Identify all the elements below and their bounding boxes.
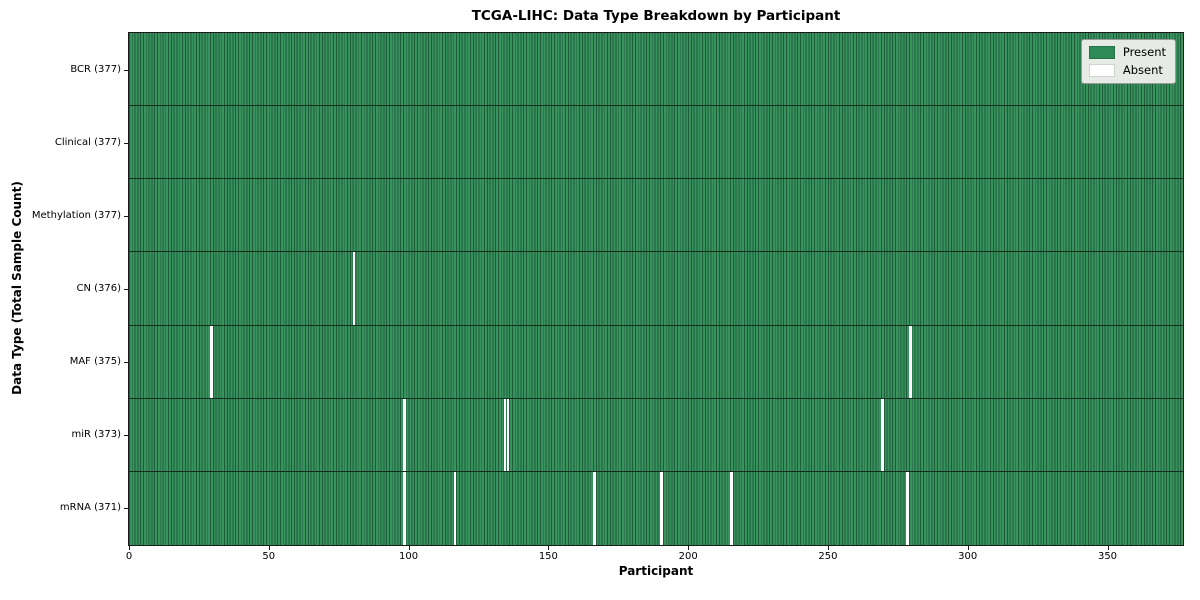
- y-tick-label: BCR (377): [70, 63, 121, 75]
- heatmap-row-cn: [129, 252, 1183, 326]
- x-tick-label: 200: [678, 551, 698, 562]
- heatmap-row-mrna: [129, 471, 1183, 545]
- heatmap-row-maf: [129, 325, 1183, 399]
- present-swatch: [1088, 46, 1115, 59]
- y-tick-label: Clinical (377): [54, 136, 121, 148]
- y-tick-label: mRNA (371): [59, 502, 121, 514]
- legend-label-present: Present: [1122, 45, 1166, 59]
- absent-cell: [506, 398, 509, 471]
- absent-cell: [403, 471, 406, 545]
- absent-swatch: [1088, 64, 1115, 77]
- x-tick: [268, 546, 270, 550]
- x-tick-label: 300: [958, 551, 978, 562]
- heatmap-row-bcr: [129, 33, 1183, 107]
- x-tick-label: 150: [538, 551, 558, 562]
- x-tick: [1107, 546, 1109, 550]
- x-tick: [129, 546, 130, 550]
- y-tick-label: miR (373): [71, 429, 121, 441]
- absent-cell: [503, 398, 507, 471]
- absent-cell: [909, 325, 912, 398]
- absent-cell: [660, 471, 663, 545]
- absent-cell: [730, 471, 733, 545]
- legend-label-absent: Absent: [1122, 63, 1163, 77]
- x-tick-label: 0: [125, 551, 133, 562]
- x-tick-label: 50: [262, 551, 276, 562]
- absent-cell: [210, 325, 213, 398]
- absent-cell: [906, 471, 909, 545]
- absent-cell: [352, 252, 356, 325]
- legend-item-present: Present: [1088, 45, 1166, 59]
- chart-title: TCGA-LIHC: Data Type Breakdown by Partic…: [471, 8, 841, 24]
- x-tick: [408, 546, 410, 550]
- absent-cell: [453, 471, 456, 545]
- x-tick: [548, 546, 550, 550]
- legend: Present Absent: [1080, 39, 1176, 84]
- y-axis-title: Data Type (Total Sample Count): [10, 181, 24, 395]
- x-tick-label: 250: [818, 551, 838, 562]
- absent-cell: [881, 398, 884, 471]
- x-tick-label: 100: [399, 551, 419, 562]
- x-tick-label: 350: [1097, 551, 1118, 562]
- absent-cell: [593, 471, 596, 545]
- legend-item-absent: Absent: [1088, 63, 1166, 77]
- x-tick: [827, 546, 829, 550]
- x-tick: [688, 546, 690, 550]
- heatmap-row-clinical: [129, 106, 1183, 180]
- absent-cell: [403, 398, 406, 471]
- heatmap-row-methylation: [129, 179, 1183, 253]
- heatmap-row-mir: [129, 398, 1183, 472]
- plot-area: Present Absent: [128, 32, 1184, 546]
- x-axis-title: Participant: [618, 564, 694, 578]
- x-tick: [967, 546, 969, 550]
